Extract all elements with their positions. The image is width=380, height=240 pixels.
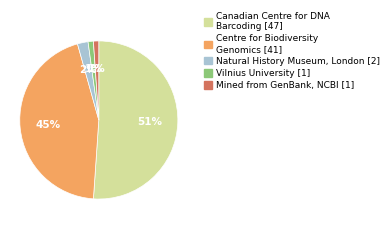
Wedge shape bbox=[20, 44, 99, 199]
Wedge shape bbox=[88, 41, 99, 120]
Text: 51%: 51% bbox=[138, 117, 163, 127]
Text: 45%: 45% bbox=[35, 120, 60, 130]
Legend: Canadian Centre for DNA
Barcoding [47], Centre for Biodiversity
Genomics [41], N: Canadian Centre for DNA Barcoding [47], … bbox=[202, 10, 380, 92]
Text: 1%: 1% bbox=[88, 64, 106, 74]
Text: 1%: 1% bbox=[85, 64, 103, 74]
Wedge shape bbox=[93, 41, 99, 120]
Text: 2%: 2% bbox=[79, 65, 97, 75]
Wedge shape bbox=[78, 42, 99, 120]
Wedge shape bbox=[93, 41, 178, 199]
